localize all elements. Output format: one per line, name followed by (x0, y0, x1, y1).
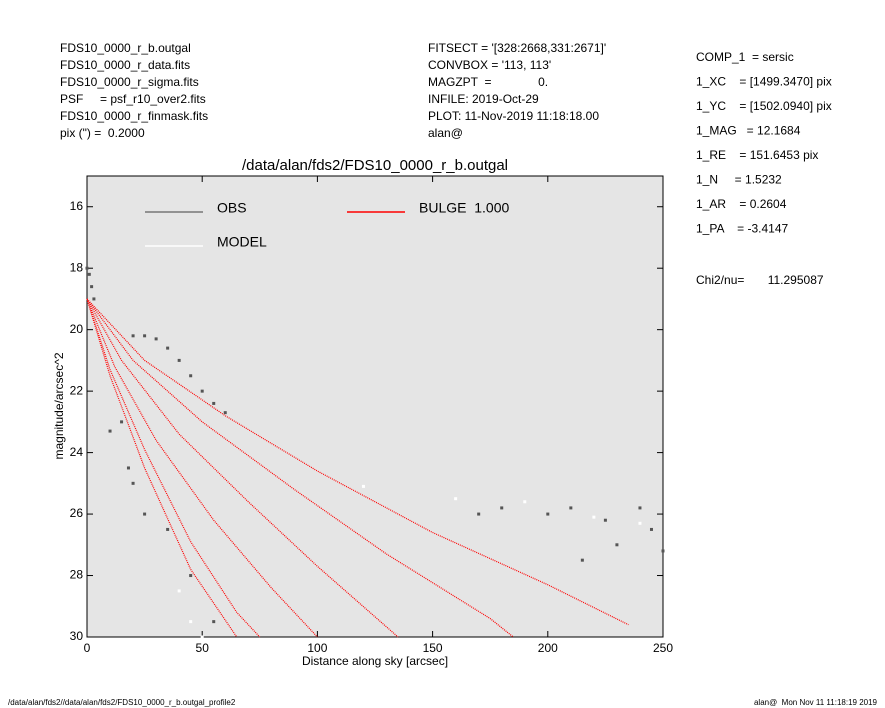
legend-label: OBS (217, 200, 247, 216)
header-left-line: FDS10_0000_r_finmask.fits (60, 109, 208, 123)
data-point (638, 521, 642, 525)
header-left-line: FDS10_0000_r_data.fits (60, 58, 190, 72)
data-point (546, 512, 550, 516)
model-curve (86, 298, 238, 638)
data-point (361, 484, 365, 488)
data-point (189, 374, 193, 378)
chart-title: /data/alan/fds2/FDS10_0000_r_b.outgal (242, 157, 508, 174)
model-curve (86, 298, 399, 638)
data-point (477, 512, 481, 516)
data-point (85, 266, 89, 270)
data-point (143, 334, 147, 338)
data-point (638, 506, 642, 510)
data-point (166, 346, 170, 350)
y-tick-label: 26 (70, 506, 84, 520)
data-point (649, 527, 653, 531)
legend-label: MODEL (217, 234, 267, 250)
y-tick-label: 22 (70, 383, 84, 397)
header-middle-line: alan@ (428, 126, 463, 140)
x-tick-label: 200 (538, 641, 558, 655)
data-point (212, 401, 216, 405)
y-tick-label: 16 (70, 199, 84, 213)
legend-label: BULGE 1.000 (419, 200, 509, 216)
data-point (200, 635, 204, 639)
data-point (454, 497, 458, 501)
y-axis-label: magnitude/arcsec^2 (52, 352, 66, 459)
data-point (569, 506, 573, 510)
y-tick-label: 20 (70, 322, 84, 336)
header-left-line: PSF = psf_r10_over2.fits (60, 92, 206, 106)
data-point (154, 337, 158, 341)
data-point (592, 515, 596, 519)
data-point (143, 512, 147, 516)
data-point (108, 429, 112, 433)
model-curve (86, 298, 318, 638)
data-point (131, 481, 135, 485)
param-line: 1_AR = 0.2604 (696, 197, 787, 211)
x-axis-label: Distance along sky [arcsec] (302, 654, 448, 668)
x-tick-label: 50 (196, 641, 210, 655)
data-point (200, 389, 204, 393)
header-middle-line: MAGZPT = 0. (428, 75, 548, 89)
data-point (120, 420, 124, 424)
data-point (223, 411, 227, 415)
x-tick-label: 100 (307, 641, 327, 655)
param-line: 1_YC = [1502.0940] pix (696, 99, 832, 113)
y-tick-label: 30 (70, 629, 84, 643)
data-point (189, 620, 193, 624)
x-tick-label: 150 (423, 641, 443, 655)
data-point (661, 549, 665, 553)
param-line: 1_PA = -3.4147 (696, 222, 789, 236)
model-curve (86, 298, 261, 638)
data-point (580, 558, 584, 562)
data-point (126, 466, 130, 470)
y-tick-label: 18 (70, 260, 84, 274)
data-point (87, 272, 91, 276)
data-point (177, 358, 181, 362)
plot-area (86, 175, 664, 638)
param-line: 1_MAG = 12.1684 (696, 124, 801, 138)
model-curve (86, 298, 629, 626)
header-middle-line: INFILE: 2019-Oct-29 (428, 92, 539, 106)
y-tick-label: 28 (70, 568, 84, 582)
chi2: Chi2/nu= 11.295087 (696, 273, 824, 287)
header-left-line: pix (") = 0.2000 (60, 126, 145, 140)
x-tick-label: 0 (84, 641, 91, 655)
data-point (189, 574, 193, 578)
data-point (90, 285, 94, 289)
data-point (177, 589, 181, 593)
data-point (131, 334, 135, 338)
data-point (523, 500, 527, 504)
param-line: 1_RE = 151.6453 pix (696, 148, 818, 162)
x-tick-label: 250 (653, 641, 673, 655)
data-point (166, 527, 170, 531)
data-point (500, 506, 504, 510)
data-point (615, 543, 619, 547)
param-line: 1_N = 1.5232 (696, 173, 782, 187)
model-curve (86, 298, 514, 638)
param-line: COMP_1 = sersic (696, 50, 794, 64)
y-tick-label: 24 (70, 445, 84, 459)
header-middle-line: CONVBOX = '113, 113' (428, 58, 551, 72)
data-point (92, 297, 96, 301)
data-point (212, 620, 216, 624)
data-point (603, 518, 607, 522)
param-line: 1_XC = [1499.3470] pix (696, 75, 832, 89)
header-middle-line: FITSECT = '[328:2668,331:2671]' (428, 41, 606, 55)
header-middle-line: PLOT: 11-Nov-2019 11:18:18.00 (428, 109, 599, 123)
header-left-line: FDS10_0000_r_sigma.fits (60, 75, 199, 89)
footer-left: /data/alan/fds2//data/alan/fds2/FDS10_00… (8, 698, 236, 707)
header-left-line: FDS10_0000_r_b.outgal (60, 41, 191, 55)
footer-right: alan@ Mon Nov 11 11:18:19 2019 (754, 698, 878, 707)
